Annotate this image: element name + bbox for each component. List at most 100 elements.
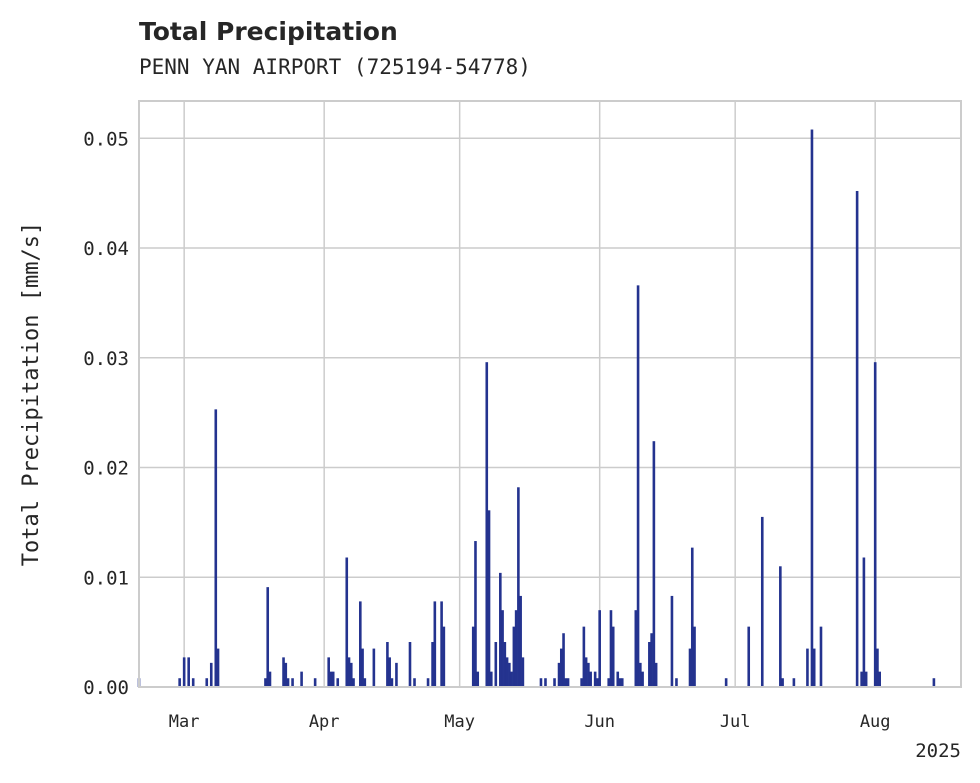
precipitation-bar <box>855 190 859 688</box>
precipitation-bar <box>566 678 570 687</box>
precipitation-bar <box>187 657 190 687</box>
precipitation-bar <box>609 610 613 687</box>
x-tick-label: May <box>444 712 475 732</box>
precipitation-bar <box>598 610 601 687</box>
y-tick-label: 0.01 <box>83 567 129 589</box>
y-tick-label: 0.04 <box>83 238 129 260</box>
precipitation-bars <box>137 129 936 688</box>
precipitation-bar <box>616 671 620 687</box>
precipitation-bar <box>876 648 879 687</box>
precipitation-bar <box>812 648 816 687</box>
precipitation-bar <box>654 662 658 687</box>
precipitation-bar <box>584 657 588 687</box>
precipitation-bar <box>873 362 877 687</box>
x-tick-label: Apr <box>309 712 340 732</box>
precipitation-bar <box>349 662 353 687</box>
precipitation-bar <box>781 678 784 687</box>
precipitation-bar <box>336 678 340 687</box>
precipitation-bar <box>932 678 936 687</box>
precipitation-bar <box>286 678 290 687</box>
precipitation-bar <box>760 516 764 687</box>
precipitation-bar <box>266 587 270 687</box>
y-tick-label: 0.03 <box>83 348 129 370</box>
precipitation-bar <box>359 601 362 687</box>
precipitation-bar <box>724 678 728 687</box>
precipitation-bar <box>505 657 509 687</box>
precipitation-bar <box>214 409 218 687</box>
precipitation-bar <box>331 671 335 687</box>
precipitation-bar <box>670 595 674 687</box>
precipitation-bar <box>517 487 520 687</box>
precipitation-bar <box>510 671 513 687</box>
precipitation-bar <box>426 678 430 687</box>
precipitation-bar <box>345 557 349 687</box>
precipitation-bar <box>806 648 809 687</box>
x-axis-year-label: 2025 <box>915 740 961 762</box>
precipitation-bar <box>182 657 186 687</box>
precipitation-bar <box>636 285 640 687</box>
precipitation-bar <box>485 362 489 687</box>
precipitation-bar <box>690 547 694 687</box>
precipitation-bar <box>471 626 475 687</box>
precipitation-bar <box>205 678 209 687</box>
precipitation-bar <box>503 642 507 687</box>
precipitation-bar <box>519 595 522 687</box>
precipitation-bar <box>620 678 624 687</box>
precipitation-bar <box>291 678 294 687</box>
precipitation-bar <box>209 662 213 687</box>
precipitation-bar <box>514 610 518 687</box>
precipitation-bar <box>487 510 491 687</box>
precipitation-bar <box>264 678 267 687</box>
precipitation-bar <box>596 678 599 687</box>
precipitation-bar <box>557 662 561 687</box>
precipitation-bar <box>634 610 638 687</box>
precipitation-bar <box>862 557 866 687</box>
precipitation-bar <box>819 626 823 687</box>
precipitation-bar <box>408 642 412 687</box>
precipitation-bar <box>512 626 516 687</box>
precipitation-bar <box>313 678 317 687</box>
precipitation-bar <box>648 642 651 687</box>
precipitation-bar <box>747 626 751 687</box>
precipitation-bar <box>442 626 446 687</box>
precipitation-bar <box>582 626 586 687</box>
precipitation-bar <box>864 671 868 687</box>
precipitation-bar <box>327 657 330 687</box>
x-axis-ticks: Mar Apr May Jun Jul Aug <box>169 712 891 732</box>
y-tick-label: 0.02 <box>83 458 129 480</box>
precipitation-bar <box>361 648 364 687</box>
precipitation-bar <box>639 662 642 687</box>
precipitation-bar <box>559 648 563 687</box>
precipitation-bar <box>388 657 391 687</box>
precipitation-bar <box>564 678 568 687</box>
precipitation-bar <box>688 648 692 687</box>
precipitation-bar <box>268 671 272 687</box>
precipitation-bar <box>878 671 881 687</box>
precipitation-bar <box>386 642 389 687</box>
precipitation-bar <box>413 678 416 687</box>
precipitation-bar <box>284 662 288 687</box>
precipitation-bar <box>363 678 367 687</box>
precipitation-bar <box>521 657 525 687</box>
y-axis-ticks: 0.00 0.01 0.02 0.03 0.04 0.05 <box>83 128 129 699</box>
precipitation-bar <box>474 541 477 687</box>
precipitation-bar <box>587 662 590 687</box>
precipitation-bar <box>580 678 583 687</box>
y-tick-label: 0.00 <box>83 677 129 699</box>
precipitation-bar <box>607 678 611 687</box>
precipitation-bar <box>300 671 303 687</box>
precipitation-bar <box>553 678 556 687</box>
y-axis-label: Total Precipitation [mm/s] <box>19 222 44 566</box>
precipitation-bar <box>395 662 398 687</box>
x-tick-label: Mar <box>169 712 200 732</box>
x-tick-label: Jun <box>584 712 615 732</box>
chart-subtitle: PENN YAN AIRPORT (725194-54778) <box>139 55 531 79</box>
precipitation-bar <box>390 678 394 687</box>
precipitation-bar <box>329 671 333 687</box>
precipitation-bar <box>431 642 434 687</box>
precipitation-bar <box>489 671 493 687</box>
precipitation-bar <box>593 671 597 687</box>
precipitation-bar <box>641 671 644 687</box>
precipitation-bar <box>347 657 351 687</box>
precipitation-bar <box>352 678 355 687</box>
